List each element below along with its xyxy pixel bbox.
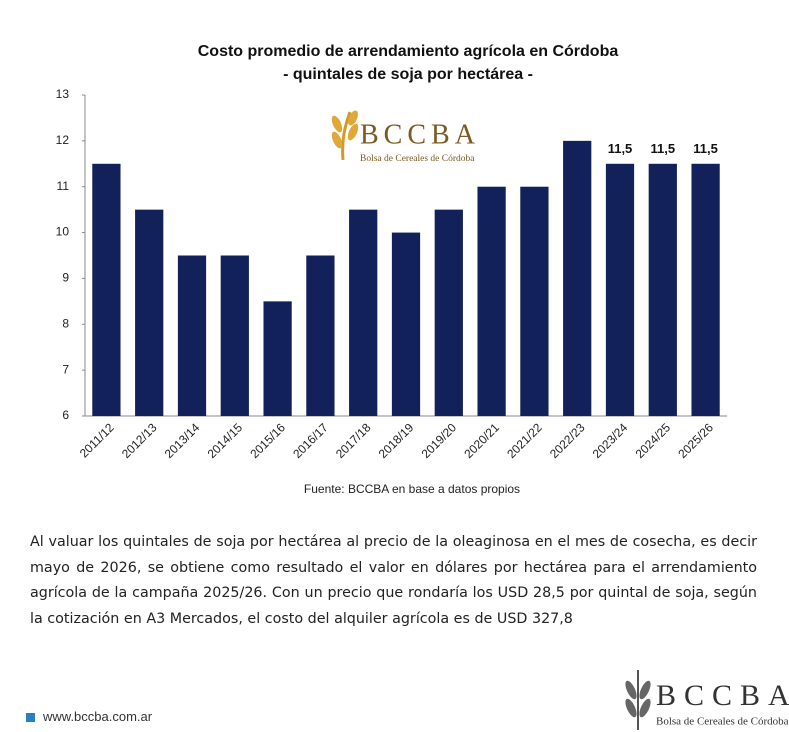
bar (605, 163, 635, 416)
bar (92, 163, 121, 416)
chart: Costo promedio de arrendamiento agrícola… (56, 43, 727, 496)
footer-logo: BCCBA Bolsa de Cereales de Córdoba (620, 660, 789, 732)
bar (349, 209, 378, 416)
website: www.bccba.com.ar (43, 709, 153, 724)
bar (306, 255, 335, 416)
bar (477, 186, 506, 416)
y-tick-label: 13 (56, 87, 70, 101)
footer-logo-subtitle: Bolsa de Cereales de Córdoba (656, 716, 789, 728)
x-tick-label: 2015/16 (247, 420, 288, 461)
logo: BCCBA Bolsa de Cereales de Córdoba (331, 110, 480, 164)
chart-title: Costo promedio de arrendamiento agrícola… (198, 43, 619, 60)
x-tick-label: 2021/22 (504, 420, 545, 461)
bar (520, 186, 549, 416)
bar (220, 255, 249, 416)
x-tick-label: 2016/17 (290, 420, 331, 461)
y-tick-label: 7 (62, 362, 69, 376)
x-tick-label: 2022/23 (547, 420, 588, 461)
logo-name: BCCBA (360, 119, 480, 150)
x-tick-label: 2020/21 (461, 420, 502, 461)
x-tick-label: 2024/25 (633, 420, 674, 461)
value-label: 11,5 (651, 141, 676, 156)
footer-logo-graphic: BCCBA Bolsa de Cereales de Córdoba (625, 670, 789, 730)
x-tick-label: 2013/14 (162, 420, 203, 461)
x-tick-label: 2019/20 (419, 420, 460, 461)
x-tick-label: 2011/12 (77, 420, 117, 460)
logo-subtitle: Bolsa de Cereales de Córdoba (360, 154, 475, 164)
bar (177, 255, 207, 416)
bar (648, 163, 677, 416)
y-tick-label: 11 (57, 179, 70, 193)
y-tick-label: 6 (62, 408, 69, 422)
bar (691, 163, 720, 416)
x-tick-label: 2014/15 (205, 420, 246, 461)
y-tick-label: 10 (56, 225, 70, 239)
x-tick-label: 2017/18 (333, 420, 374, 461)
value-label: 11,5 (693, 141, 718, 156)
y-tick-label: 12 (56, 133, 70, 147)
bar (135, 209, 164, 416)
source: Fuente: BCCBA en base a datos propios (304, 482, 520, 496)
value-label: 11,5 (608, 141, 633, 156)
bar (563, 140, 592, 416)
y-tick-label: 9 (62, 271, 69, 285)
footer: www.bccba.com.ar (26, 709, 152, 724)
x-tick-label: 2012/13 (119, 420, 160, 461)
bar (263, 301, 292, 416)
y-tick-label: 8 (62, 316, 69, 330)
chart-subtitle: - quintales de soja por hectárea - (283, 66, 533, 83)
bar (434, 209, 463, 416)
x-tick-label: 2025/26 (675, 420, 716, 461)
x-tick-label: 2023/24 (590, 420, 631, 461)
footer-logo-name: BCCBA (656, 679, 789, 712)
paragraph: Al valuar los quintales de soja por hect… (30, 534, 757, 627)
bar (391, 232, 421, 416)
x-tick-label: 2018/19 (376, 420, 417, 461)
